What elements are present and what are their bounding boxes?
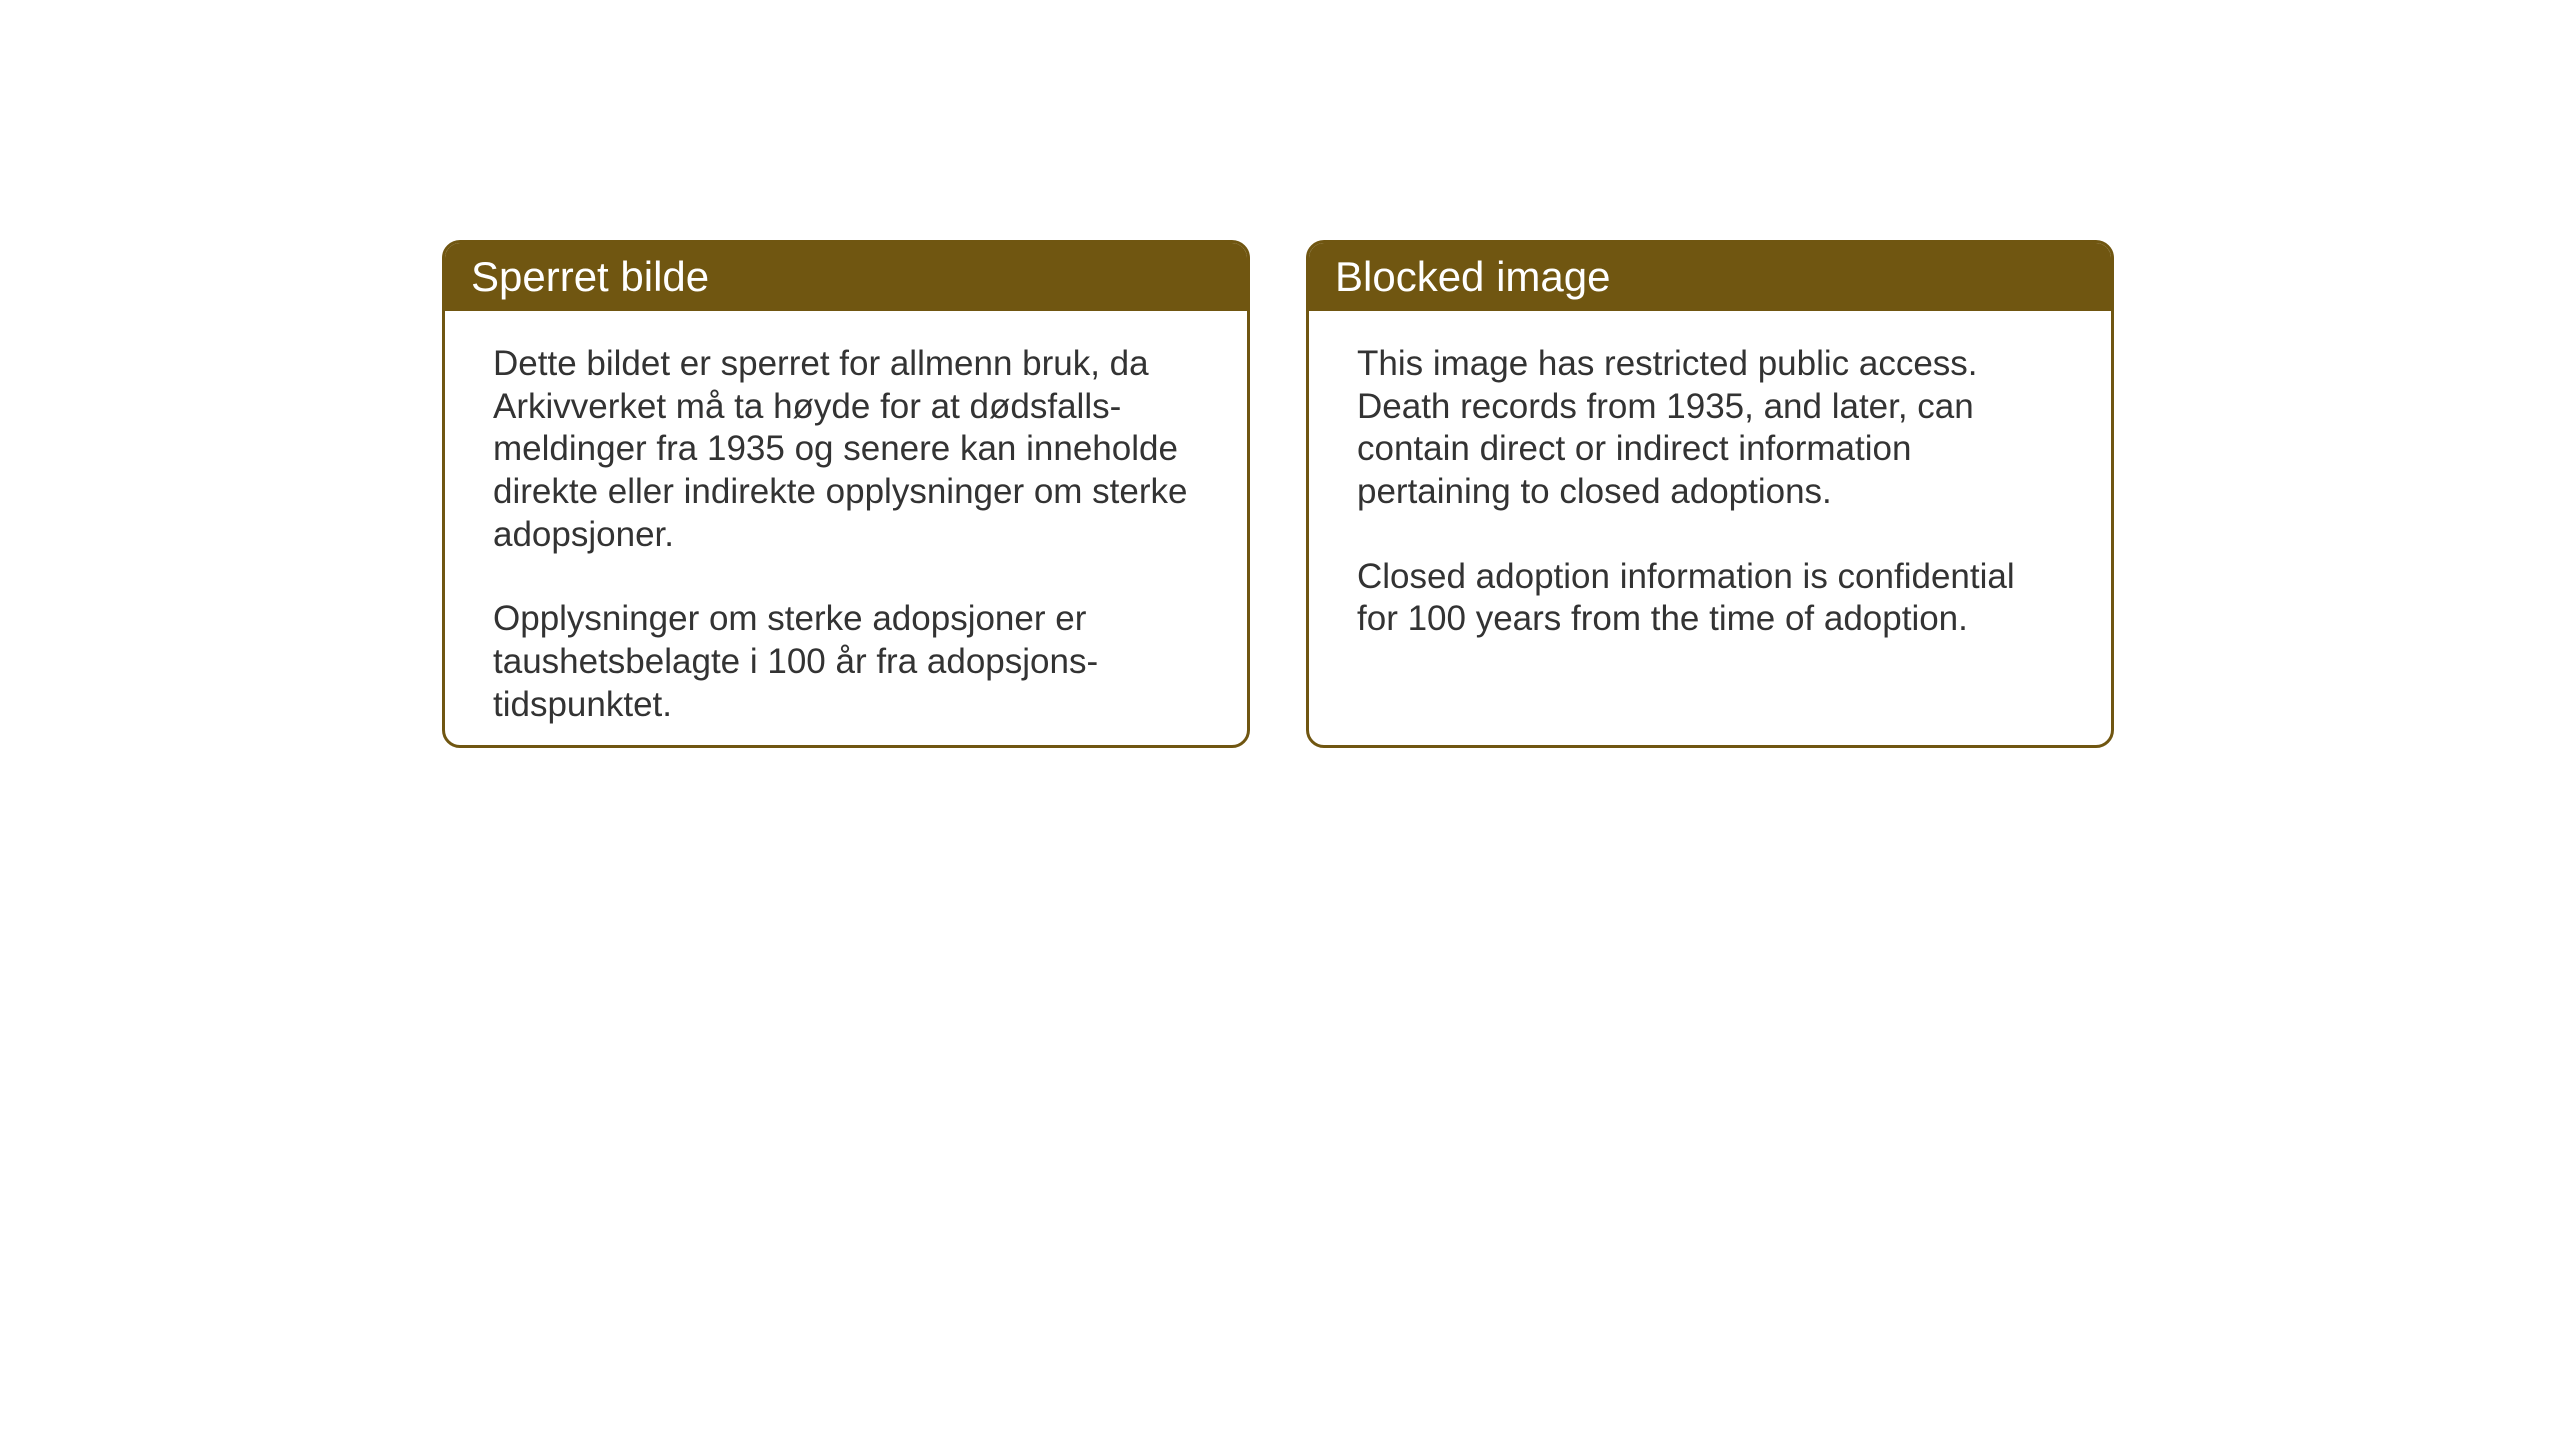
card-english: Blocked image This image has restricted … — [1306, 240, 2114, 748]
card-title-norwegian: Sperret bilde — [471, 253, 709, 300]
card-title-english: Blocked image — [1335, 253, 1610, 300]
card-header-english: Blocked image — [1309, 243, 2111, 311]
card-header-norwegian: Sperret bilde — [445, 243, 1247, 311]
card-paragraph-1-english: This image has restricted public access.… — [1357, 343, 2063, 514]
card-paragraph-1-norwegian: Dette bildet er sperret for allmenn bruk… — [493, 343, 1199, 556]
card-paragraph-2-norwegian: Opplysninger om sterke adopsjoner er tau… — [493, 598, 1199, 726]
card-paragraph-2-english: Closed adoption information is confident… — [1357, 556, 2063, 641]
card-body-norwegian: Dette bildet er sperret for allmenn bruk… — [445, 311, 1247, 748]
card-body-english: This image has restricted public access.… — [1309, 311, 2111, 681]
cards-container: Sperret bilde Dette bildet er sperret fo… — [442, 240, 2114, 748]
card-norwegian: Sperret bilde Dette bildet er sperret fo… — [442, 240, 1250, 748]
